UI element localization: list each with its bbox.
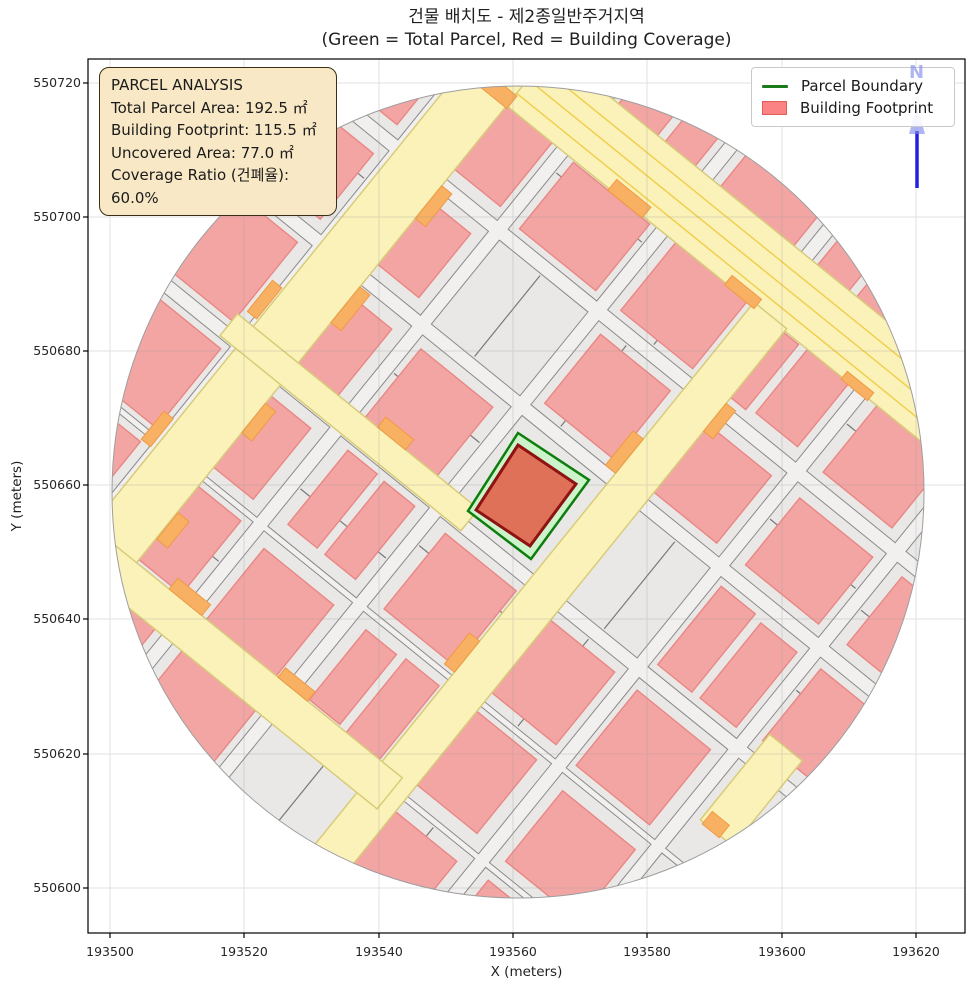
orange-patch: [723, 274, 763, 310]
building: [744, 497, 874, 626]
y-axis-label: Y (meters): [9, 460, 25, 532]
building: [308, 628, 398, 726]
lot-line: [945, 507, 971, 576]
chart-title: 건물 배치도 - 제2종일반주거지역 (Green = Total Parcel…: [88, 6, 965, 52]
x-axis-label: X (meters): [490, 964, 563, 980]
orange-patch: [443, 632, 481, 673]
chart-title-line1: 건물 배치도 - 제2종일반주거지역: [408, 7, 645, 27]
x-tick-label: 193600: [758, 944, 806, 959]
parcel-block: [430, 239, 589, 397]
orange-patch: [140, 410, 174, 448]
building: [699, 621, 798, 729]
legend-item-building-footprint: Building Footprint: [762, 97, 944, 119]
info-total-parcel-area: Total Parcel Area: 192.5 ㎡: [111, 98, 308, 117]
legend: Parcel Boundary Building Footprint: [751, 67, 955, 127]
building: [504, 789, 637, 898]
orange-patch: [702, 402, 737, 440]
y-tick-label: 550660: [33, 477, 81, 492]
building: [149, 815, 282, 898]
info-building-footprint: Building Footprint: 115.5 ㎡: [111, 121, 317, 139]
road-arterial: [266, 86, 924, 618]
building: [323, 480, 416, 581]
lot-line: [603, 541, 676, 630]
info-uncovered-area: Uncovered Area: 77.0 ㎡: [111, 143, 294, 162]
orange-patch: [475, 86, 518, 110]
building-footprint-patch-swatch: [762, 101, 787, 115]
orange-patch: [701, 810, 731, 839]
plot-border: [87, 58, 966, 934]
orange-patch: [957, 467, 971, 494]
orange-patch: [607, 178, 652, 219]
parcel-block: [647, 575, 811, 740]
parcel-block: [136, 800, 300, 898]
x-tick-label: 193580: [623, 944, 671, 959]
x-tick-label: 193540: [355, 944, 403, 959]
orange-patch: [414, 185, 453, 228]
info-box-title: PARCEL ANALYSIS: [111, 76, 243, 94]
orange-patch: [168, 577, 212, 617]
y-tick-label: 550640: [33, 611, 81, 626]
building-footprint: [473, 442, 579, 549]
building: [921, 484, 924, 611]
orange-patch: [240, 402, 277, 442]
north-label: N: [909, 62, 925, 83]
orange-patch: [330, 286, 371, 332]
parcel-block: [267, 435, 431, 599]
parcel-boundary-line-swatch: [762, 84, 788, 88]
info-coverage-ratio: Coverage Ratio (건폐율): 60.0%: [111, 166, 290, 207]
y-tick-label: 550700: [33, 209, 81, 224]
building: [575, 689, 712, 826]
building: [656, 585, 757, 694]
lot-line: [474, 275, 541, 357]
building: [383, 532, 518, 668]
orange-patch: [246, 279, 283, 320]
y-tick-label: 550620: [33, 746, 81, 761]
x-tick-label: 193560: [489, 944, 537, 959]
legend-label-building-footprint: Building Footprint: [800, 99, 934, 117]
legend-item-parcel-boundary: Parcel Boundary: [762, 75, 944, 97]
chart-title-line2: (Green = Total Parcel, Red = Building Co…: [321, 30, 732, 50]
legend-label-parcel-boundary: Parcel Boundary: [801, 77, 924, 95]
lane-line: [288, 86, 924, 591]
parcel-analysis-box: PARCEL ANALYSIS Total Parcel Area: 192.5…: [99, 67, 337, 216]
orange-patch: [376, 416, 415, 451]
building: [543, 333, 672, 461]
y-tick-label: 550720: [33, 75, 81, 90]
x-tick-label: 193620: [892, 944, 940, 959]
lane-line: [276, 86, 924, 605]
y-tick-label: 550680: [33, 343, 81, 358]
road-a: [277, 301, 788, 898]
orange-patch: [604, 430, 644, 474]
road-e: [218, 312, 480, 532]
orange-patch: [156, 512, 190, 549]
map-boundary-circle: [111, 85, 925, 899]
y-tick-label: 550600: [33, 880, 81, 895]
x-tick-label: 193500: [86, 944, 134, 959]
lane-line: [299, 86, 924, 577]
lot-line: [187, 842, 260, 898]
building: [286, 449, 379, 550]
orange-patch: [840, 370, 875, 402]
x-tick-label: 193520: [220, 944, 268, 959]
orange-patch: [277, 667, 316, 702]
